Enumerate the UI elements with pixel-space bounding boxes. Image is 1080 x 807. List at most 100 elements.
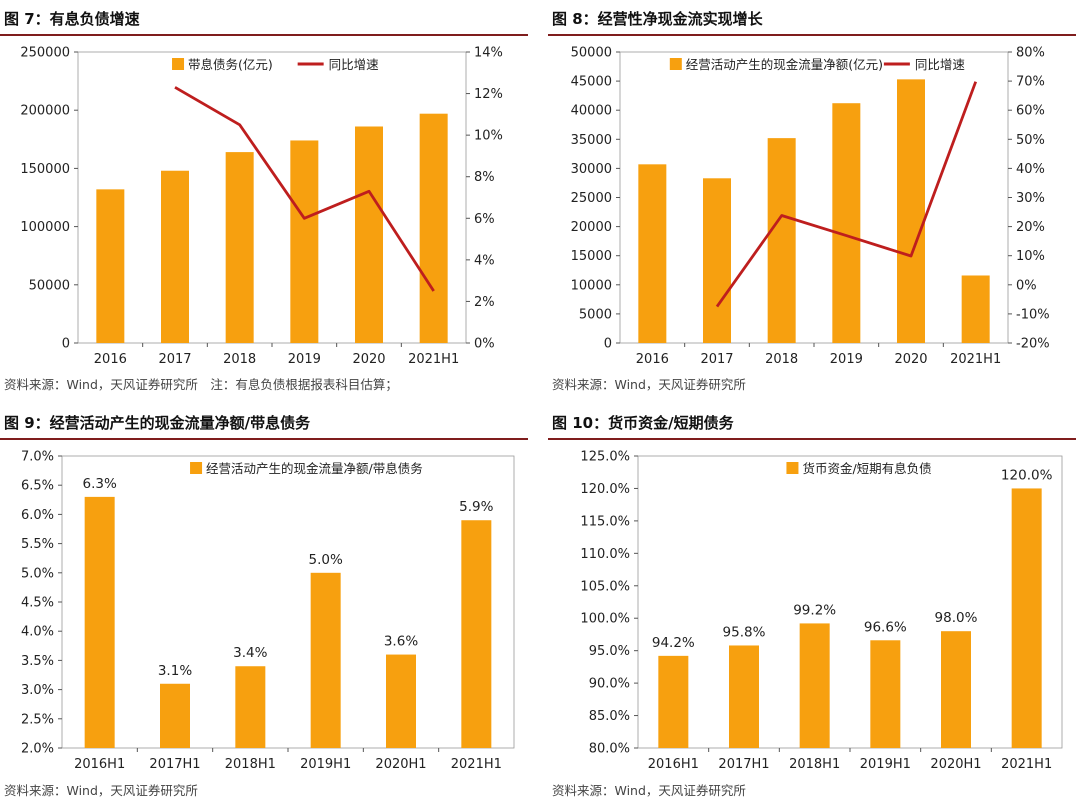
legend-swatch <box>786 462 799 474</box>
chart-panel-3: 图 9：经营活动产生的现金流量净额/带息债务 2.0% 2.5% 3.0% 3.5% 4… <box>0 408 528 800</box>
x-tick-label: 2017 <box>700 352 733 367</box>
legend-swatch <box>172 58 185 70</box>
chart-source: 资料来源：Wind，天风证券研究所 <box>4 783 198 798</box>
chart-title: 图 10：货币资金/短期债务 <box>548 408 1076 440</box>
chart-panel-1: 图 7：有息负债增速 0 50000 100000 150000 200000 25000… <box>0 4 528 394</box>
x-tick-label: 2020 <box>352 352 385 367</box>
bar <box>161 170 189 343</box>
x-tick-label: 2016 <box>636 352 669 367</box>
legend-label: 经营活动产生的现金流量净额/带息债务 <box>206 461 423 476</box>
y-tick-label: 6.0% <box>21 508 54 523</box>
y2-tick-label: -10% <box>1016 307 1050 322</box>
y-tick-label: 2.5% <box>21 712 54 727</box>
y-tick-label: 90.0% <box>589 677 630 692</box>
y2-tick-label: 14% <box>474 46 503 61</box>
data-label: 3.1% <box>158 663 192 679</box>
bar <box>767 138 796 343</box>
bar <box>638 164 667 343</box>
y-tick-label: 2.0% <box>21 742 54 757</box>
bar <box>235 666 266 748</box>
x-tick-label: 2021H1 <box>408 352 459 367</box>
y2-tick-label: 4% <box>474 253 495 268</box>
y-tick-label: 200000 <box>20 104 70 119</box>
y-tick-label: 100000 <box>20 220 70 235</box>
data-label: 94.2% <box>652 635 695 651</box>
legend-label: 经营活动产生的现金流量净额(亿元) <box>686 57 883 72</box>
x-tick-label: 2019 <box>288 352 321 367</box>
chart-source: 资料来源：Wind，天风证券研究所 <box>552 783 746 798</box>
y2-tick-label: 6% <box>474 212 495 227</box>
y2-tick-label: 12% <box>474 87 503 102</box>
y-tick-label: 0 <box>604 337 612 352</box>
y-tick-label: 5.5% <box>21 537 54 552</box>
chart-source: 资料来源：Wind，天风证券研究所 注：有息负债根据报表科目估算； <box>4 377 398 392</box>
data-label: 120.0% <box>1001 467 1053 483</box>
x-tick-label: 2019H1 <box>860 757 911 772</box>
y-tick-label: 20000 <box>571 220 612 235</box>
y-tick-label: 5000 <box>579 307 612 322</box>
y-tick-label: 100.0% <box>580 612 630 627</box>
y-tick-label: 50000 <box>29 278 70 293</box>
y2-tick-label: -20% <box>1016 337 1050 352</box>
y-tick-label: 4.0% <box>21 625 54 640</box>
y-tick-label: 3.0% <box>21 683 54 698</box>
x-tick-label: 2019H1 <box>300 757 351 772</box>
x-tick-label: 2021H1 <box>950 352 1001 367</box>
bar <box>941 631 971 748</box>
x-tick-label: 2020 <box>894 352 927 367</box>
x-tick-label: 2017H1 <box>149 757 200 772</box>
bar <box>225 152 254 343</box>
legend-label: 同比增速 <box>915 57 966 72</box>
x-tick-label: 2016H1 <box>648 757 699 772</box>
chart-panel-4: 图 10：货币资金/短期债务 80.0% 85.0% 90.0% 95.0% 100.0… <box>548 408 1076 800</box>
legend-label: 货币资金/短期有息负债 <box>802 461 931 476</box>
data-label: 5.9% <box>459 499 493 515</box>
plot-frame <box>619 51 1009 344</box>
y-tick-label: 150000 <box>20 162 70 177</box>
bar <box>870 640 901 748</box>
x-tick-label: 2020H1 <box>930 757 981 772</box>
y2-tick-label: 10% <box>474 129 503 144</box>
series-line <box>715 81 978 308</box>
y-tick-label: 80.0% <box>589 742 630 757</box>
bar <box>729 645 759 748</box>
x-tick-label: 2017 <box>158 352 191 367</box>
bar <box>1011 488 1042 748</box>
legend-label: 带息债务(亿元) <box>188 57 273 72</box>
y-tick-label: 95.0% <box>589 644 630 659</box>
plot-frame <box>637 455 1063 749</box>
legend-swatch <box>669 58 682 70</box>
y-tick-label: 10000 <box>571 278 612 293</box>
y-tick-label: 5.0% <box>21 566 54 581</box>
y-tick-label: 110.0% <box>580 547 630 562</box>
y2-tick-label: 70% <box>1016 75 1045 90</box>
y-tick-label: 45000 <box>571 75 612 90</box>
legend-label: 同比增速 <box>329 57 380 72</box>
x-tick-label: 2016H1 <box>74 757 125 772</box>
data-label: 96.6% <box>864 619 907 635</box>
chart-plot: 0 5000 10000 15000 20000 25000 30000 35000 40000… <box>571 46 1050 368</box>
y-tick-label: 40000 <box>571 104 612 119</box>
data-label: 99.2% <box>793 602 836 618</box>
y2-tick-label: 20% <box>1016 220 1045 235</box>
bar <box>84 496 115 748</box>
y-tick-label: 30000 <box>571 162 612 177</box>
data-label: 5.0% <box>309 552 343 568</box>
x-tick-label: 2018H1 <box>789 757 840 772</box>
y2-tick-label: 60% <box>1016 104 1045 119</box>
x-tick-label: 2018 <box>223 352 256 367</box>
chart-plot: 2.0% 2.5% 3.0% 3.5% 4.0% 4.5% 5.0% 5.5% 6.0% 6.5%… <box>21 450 515 772</box>
bar <box>96 189 125 343</box>
y-tick-label: 250000 <box>20 46 70 61</box>
bar <box>419 113 448 343</box>
y-tick-label: 50000 <box>571 46 612 61</box>
data-label: 98.0% <box>935 610 978 626</box>
bar <box>897 79 925 343</box>
y-tick-label: 125.0% <box>580 450 630 465</box>
bar <box>961 275 990 343</box>
chart-source: 资料来源：Wind，天风证券研究所 <box>552 377 746 392</box>
y-tick-label: 0 <box>62 337 70 352</box>
plot-frame <box>77 51 467 344</box>
x-tick-label: 2016 <box>94 352 127 367</box>
y2-tick-label: 2% <box>474 295 495 310</box>
